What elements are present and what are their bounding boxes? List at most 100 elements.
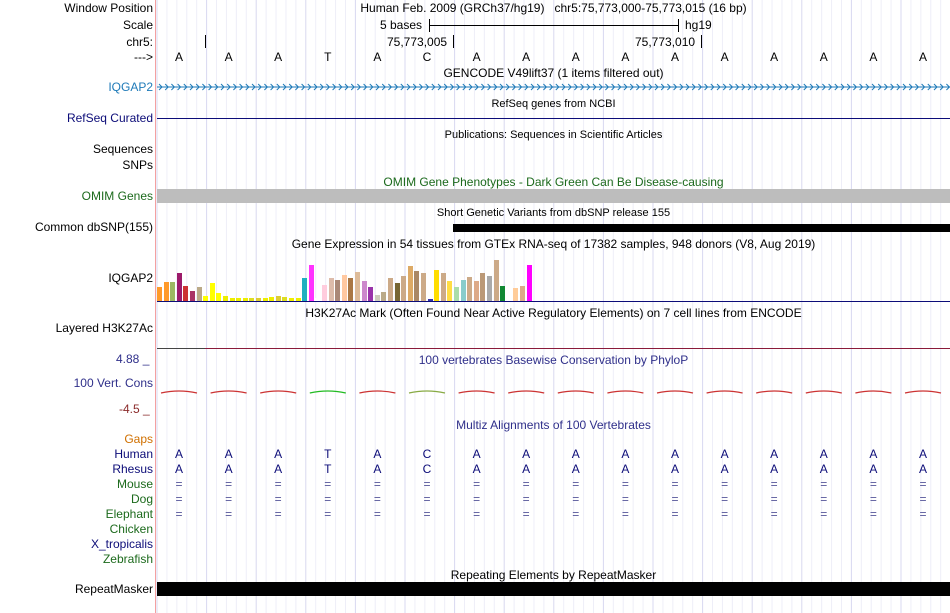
gtex-tissue-bar[interactable]: [355, 272, 360, 301]
multiz-species-human[interactable]: Human: [114, 447, 153, 461]
multiz-species-elephant[interactable]: Elephant: [105, 507, 153, 521]
h3k27ac-signal-line-start[interactable]: [157, 348, 205, 349]
gtex-tissue-bar[interactable]: [361, 281, 367, 301]
gtex-tissue-bar[interactable]: [506, 268, 512, 301]
gtex-tissue-bar[interactable]: [256, 298, 261, 301]
refseq-label[interactable]: RefSeq Curated: [66, 111, 153, 125]
gtex-tissue-bar[interactable]: [308, 265, 314, 301]
multiz-base: =: [721, 507, 729, 521]
omim-label[interactable]: OMIM Genes: [81, 189, 153, 203]
publications-label-sequences[interactable]: Sequences: [92, 142, 153, 156]
gencode-strand-chevron: [667, 83, 672, 91]
repeatmasker-feature-bar[interactable]: [157, 582, 950, 596]
dbsnp-feature-bar[interactable]: [453, 224, 950, 232]
gtex-tissue-bar[interactable]: [262, 298, 268, 301]
gtex-tissue-bar[interactable]: [176, 273, 182, 301]
gtex-tissue-bar[interactable]: [157, 287, 162, 301]
phylop-min-label: -4.5 _: [119, 402, 150, 416]
refseq-gene-line[interactable]: [157, 118, 950, 119]
gtex-tissue-bar[interactable]: [275, 296, 281, 301]
omim-feature-bar[interactable]: [157, 189, 950, 203]
gtex-tissue-bar[interactable]: [348, 278, 354, 301]
gencode-strand-chevron: [729, 83, 734, 91]
gtex-tissue-bar[interactable]: [190, 291, 195, 301]
gtex-tissue-bar[interactable]: [335, 280, 341, 301]
gtex-tissue-bar[interactable]: [216, 293, 222, 301]
gencode-strand-chevron: [549, 83, 554, 91]
multiz-base: =: [324, 492, 332, 506]
gtex-tissue-bar[interactable]: [282, 297, 288, 301]
gtex-tissue-bar[interactable]: [487, 276, 492, 301]
gtex-tissue-bar[interactable]: [500, 286, 506, 301]
h3k27ac-signal-line[interactable]: [205, 348, 950, 349]
multiz-species-rhesus[interactable]: Rhesus: [112, 462, 153, 476]
gtex-expression-chart[interactable]: [157, 251, 950, 301]
gtex-tissue-bar[interactable]: [315, 298, 321, 301]
gencode-label[interactable]: IQGAP2: [108, 80, 153, 94]
phylop-score-mark: [508, 390, 545, 394]
gtex-tissue-bar[interactable]: [322, 285, 327, 301]
multiz-species-chicken[interactable]: Chicken: [109, 522, 153, 536]
gtex-tissue-bar[interactable]: [520, 286, 525, 301]
gtex-tissue-bar[interactable]: [434, 270, 440, 301]
gtex-tissue-bar[interactable]: [289, 298, 294, 301]
publications-title: Publications: Sequences in Scientific Ar…: [444, 129, 663, 141]
gtex-tissue-bar[interactable]: [480, 273, 486, 301]
gtex-tissue-bar[interactable]: [170, 282, 176, 301]
h3k27ac-label[interactable]: Layered H3K27Ac: [55, 321, 153, 335]
gtex-tissue-bar[interactable]: [440, 273, 446, 301]
gtex-tissue-bar[interactable]: [163, 282, 169, 301]
multiz-base: =: [423, 477, 431, 491]
multiz-species-mouse[interactable]: Mouse: [116, 477, 153, 491]
gtex-tissue-bar[interactable]: [454, 287, 459, 301]
multiz-base: A: [918, 462, 927, 476]
gtex-tissue-bar[interactable]: [249, 298, 255, 301]
gtex-tissue-bar[interactable]: [401, 276, 407, 301]
gencode-strand-chevron: [226, 83, 231, 91]
gtex-tissue-bar[interactable]: [183, 286, 189, 301]
gtex-tissue-bar[interactable]: [473, 281, 479, 301]
gencode-gene-link[interactable]: IQGAP2: [108, 80, 153, 94]
gtex-tissue-bar[interactable]: [203, 296, 209, 301]
phylop-label[interactable]: 100 Vert. Cons: [73, 376, 153, 390]
gtex-tissue-bar[interactable]: [414, 271, 420, 301]
gtex-tissue-bar[interactable]: [295, 298, 301, 301]
gtex-tissue-bar[interactable]: [209, 283, 215, 301]
multiz-species-dog[interactable]: Dog: [130, 492, 153, 506]
gencode-gene-feature[interactable]: [157, 80, 950, 94]
gtex-tissue-bar[interactable]: [447, 281, 453, 301]
multiz-species-gaps[interactable]: Gaps: [124, 432, 153, 446]
gtex-tissue-bar[interactable]: [388, 278, 393, 301]
gtex-tissue-bar[interactable]: [526, 265, 532, 301]
gtex-tissue-bar[interactable]: [223, 296, 228, 301]
base-letter: A: [224, 50, 233, 64]
gtex-tissue-bar[interactable]: [421, 273, 426, 301]
multiz-alignment-row: = = = = = = = = = = = = = = = =: [157, 492, 950, 506]
multiz-species-x-tropicalis[interactable]: X_tropicalis: [90, 537, 153, 551]
gtex-tissue-bar[interactable]: [513, 288, 519, 301]
gtex-tissue-bar[interactable]: [196, 287, 202, 301]
dbsnp-label[interactable]: Common dbSNP(155): [34, 220, 153, 234]
gtex-tissue-bar[interactable]: [236, 298, 242, 301]
gtex-tissue-bar[interactable]: [341, 275, 347, 301]
gtex-tissue-bar[interactable]: [427, 299, 433, 301]
gencode-strand-chevron: [295, 83, 300, 91]
gtex-tissue-bar[interactable]: [381, 292, 387, 301]
gtex-tissue-bar[interactable]: [328, 278, 334, 301]
gtex-tissue-bar[interactable]: [374, 295, 380, 301]
gtex-tissue-bar[interactable]: [407, 266, 413, 301]
gtex-tissue-bar[interactable]: [394, 283, 400, 301]
gtex-tissue-bar[interactable]: [229, 298, 235, 301]
repeatmasker-label[interactable]: RepeatMasker: [74, 582, 153, 596]
gtex-tissue-bar[interactable]: [368, 287, 374, 301]
gtex-tissue-bar[interactable]: [460, 280, 466, 301]
publications-label-snps[interactable]: SNPs: [122, 158, 153, 172]
gtex-tissue-bar[interactable]: [467, 277, 473, 301]
gtex-tissue-bar[interactable]: [302, 278, 308, 301]
phylop-conservation-plot[interactable]: [157, 380, 950, 400]
gtex-label[interactable]: IQGAP2: [108, 271, 153, 285]
multiz-species-zebrafish[interactable]: Zebrafish: [102, 552, 153, 566]
gtex-tissue-bar[interactable]: [269, 297, 275, 301]
gtex-tissue-bar[interactable]: [493, 260, 499, 301]
gtex-tissue-bar[interactable]: [242, 298, 248, 301]
